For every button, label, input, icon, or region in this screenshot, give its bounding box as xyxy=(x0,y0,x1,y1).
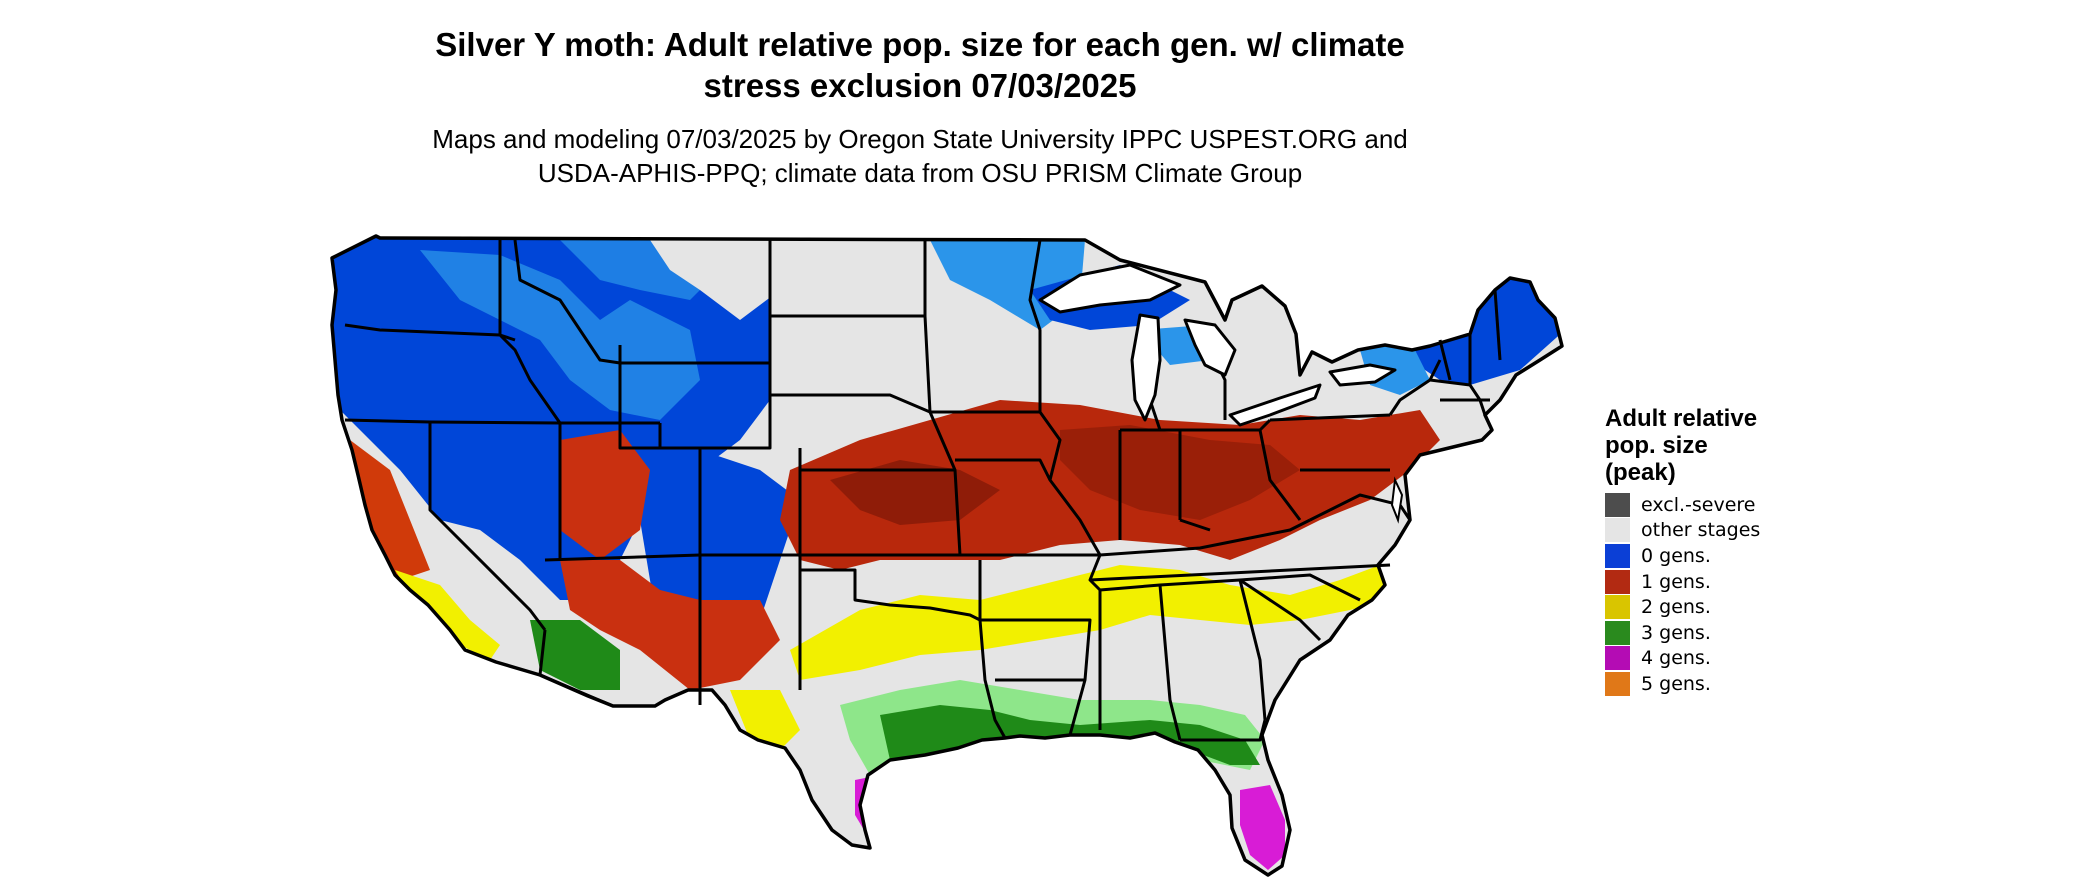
zone-1-gens-great-basin xyxy=(560,430,650,560)
legend-swatch xyxy=(1605,518,1630,543)
map-title: Silver Y moth: Adult relative pop. size … xyxy=(0,24,1840,106)
zone-2-gens-southern-band xyxy=(790,565,1400,680)
legend-label: 2 gens. xyxy=(1641,596,1711,619)
map-subtitle-line-1: Maps and modeling 07/03/2025 by Oregon S… xyxy=(432,124,1408,154)
zone-2-gens-texas-west xyxy=(730,690,800,750)
map-legend: Adult relative pop. size (peak) excl.-se… xyxy=(1605,405,1865,697)
legend-item: excl.-severe xyxy=(1605,492,1865,518)
legend-label: 3 gens. xyxy=(1641,621,1711,644)
lake-michigan xyxy=(1130,313,1162,422)
legend-item: 3 gens. xyxy=(1605,620,1865,646)
lake-erie xyxy=(1228,383,1322,427)
legend-swatch xyxy=(1605,492,1630,517)
zone-4-gens-south-florida xyxy=(1240,785,1285,870)
us-national-border xyxy=(330,234,1564,877)
legend-label: 5 gens. xyxy=(1641,672,1711,695)
lake-superior xyxy=(1038,263,1182,314)
us-generations-map xyxy=(330,234,1564,877)
lake-huron xyxy=(1183,318,1237,377)
map-subtitle: Maps and modeling 07/03/2025 by Oregon S… xyxy=(0,122,1840,190)
chesapeake-bay xyxy=(1390,476,1404,524)
zone-1-gens-california xyxy=(350,440,430,580)
legend-label: 0 gens. xyxy=(1641,544,1711,567)
legend-label: 1 gens. xyxy=(1641,570,1711,593)
legend-swatch xyxy=(1605,646,1630,671)
zone-2-gens-california-south xyxy=(395,570,500,660)
lake-ontario xyxy=(1328,363,1397,387)
legend-item: other stages xyxy=(1605,518,1865,544)
legend-swatch xyxy=(1605,620,1630,645)
map-title-line-2: stress exclusion 07/03/2025 xyxy=(703,67,1137,104)
legend-label: excl.-severe xyxy=(1641,493,1756,516)
state-boundaries xyxy=(344,238,1502,742)
legend-title-line-2: pop. size xyxy=(1605,432,1708,459)
legend-item: 1 gens. xyxy=(1605,569,1865,595)
legend-swatch xyxy=(1605,543,1630,568)
legend-title: Adult relative pop. size (peak) xyxy=(1605,405,1865,486)
legend-item: 0 gens. xyxy=(1605,543,1865,569)
legend-swatch xyxy=(1605,595,1630,620)
legend-label: 4 gens. xyxy=(1641,647,1711,670)
zone-1-gens-southwest xyxy=(560,560,780,690)
map-title-line-1: Silver Y moth: Adult relative pop. size … xyxy=(435,26,1405,63)
legend-title-line-3: (peak) xyxy=(1605,459,1676,486)
zone-0-gens-new-england xyxy=(1410,270,1562,385)
map-subtitle-line-2: USDA-APHIS-PPQ; climate data from OSU PR… xyxy=(537,158,1303,188)
legend-label: other stages xyxy=(1641,519,1761,542)
zone-0-gens-northwest-light xyxy=(420,250,700,420)
legend-items: excl.-severe other stages 0 gens. 1 gens. 2 … xyxy=(1605,492,1865,697)
zone-other-montana-plains xyxy=(650,240,780,320)
legend-swatch xyxy=(1605,671,1630,696)
zone-3-gens-arizona xyxy=(530,620,620,690)
legend-item: 4 gens. xyxy=(1605,646,1865,672)
legend-item: 2 gens. xyxy=(1605,594,1865,620)
great-lakes xyxy=(1038,263,1397,427)
legend-swatch xyxy=(1605,569,1630,594)
legend-title-line-1: Adult relative xyxy=(1605,405,1758,432)
legend-item: 5 gens. xyxy=(1605,671,1865,697)
